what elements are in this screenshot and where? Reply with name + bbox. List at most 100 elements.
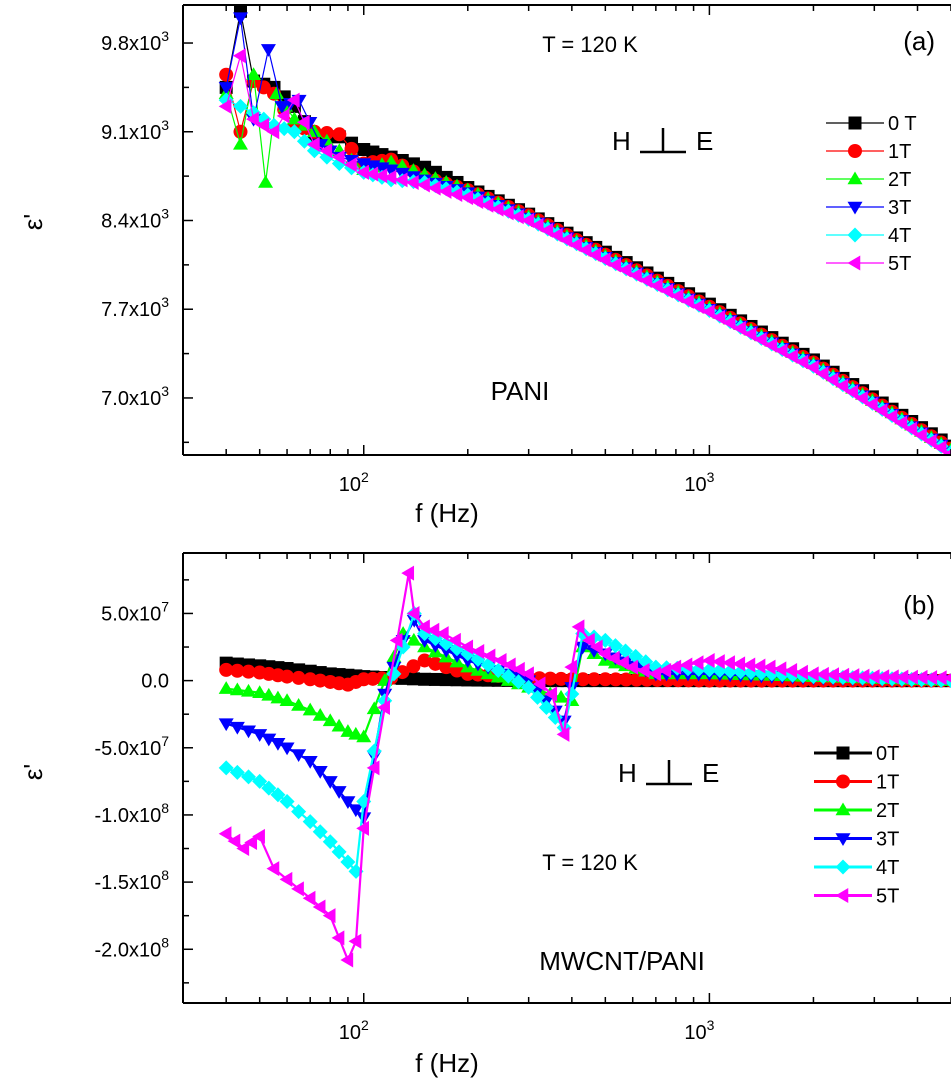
- data-point-2-12: [340, 724, 356, 737]
- data-point-5-42: [660, 283, 674, 299]
- data-point-5-69: [914, 669, 928, 685]
- data-point-5-50: [743, 326, 757, 342]
- legend-label: 4T: [876, 857, 899, 879]
- legend-entry-1: 1T: [826, 141, 911, 163]
- data-point-3-9: [312, 766, 328, 779]
- data-point-5-25: [471, 644, 485, 660]
- data-point-5-35: [571, 619, 585, 635]
- data-point-5-14: [374, 168, 388, 184]
- data-point-5-10: [322, 908, 336, 924]
- data-point-5-59: [835, 378, 849, 394]
- y-axis-title: ε': [18, 764, 48, 781]
- legend-entry-5: 5T: [814, 886, 899, 908]
- data-point-4-28: [500, 668, 516, 684]
- data-point-4-39: [607, 638, 623, 654]
- data-point-5-26: [482, 648, 496, 664]
- data-point-3-7: [291, 749, 307, 762]
- data-point-5-23: [470, 193, 484, 209]
- legend-marker: [835, 802, 851, 816]
- data-point-4-12: [340, 854, 356, 870]
- y-tick-label-exp: 3: [161, 28, 169, 44]
- data-point-1-2: [241, 664, 256, 679]
- data-point-4-1: [232, 98, 248, 114]
- data-point-5-44: [658, 663, 672, 679]
- legend-marker: [835, 859, 851, 875]
- series-5: [218, 565, 951, 968]
- data-point-1-10: [332, 127, 347, 142]
- y-tick-label-exp: 8: [161, 934, 169, 950]
- legend-label: 5T: [876, 886, 899, 908]
- data-point-5-45: [668, 659, 682, 675]
- data-point-5-51: [732, 656, 746, 672]
- data-point-3-1: [229, 721, 245, 735]
- legend-marker: [847, 227, 863, 243]
- data-point-5-38: [597, 646, 611, 662]
- data-point-5-51: [753, 332, 767, 348]
- data-point-5-13: [348, 933, 362, 949]
- data-point-1-7: [291, 670, 306, 685]
- y-tick-label-exp: 7: [161, 733, 169, 749]
- data-point-3-0: [218, 82, 234, 95]
- data-point-5-10: [331, 149, 345, 165]
- data-point-3-13: [348, 804, 364, 818]
- panel-a: 102 1037.0x1037.7x1038.4x1039.1x1039.8x10…: [18, 4, 951, 528]
- y-tick-label-base: 7.7x10: [101, 299, 161, 321]
- data-point-5-15: [366, 760, 380, 776]
- data-point-3-5: [270, 738, 286, 751]
- data-point-2-9: [312, 708, 328, 721]
- data-point-5-33: [556, 726, 570, 742]
- data-point-2-13: [348, 726, 364, 740]
- data-point-5-6: [286, 92, 300, 108]
- data-point-4-40: [618, 643, 634, 659]
- y-tick-label: -1.5x108: [94, 867, 169, 894]
- x-tick-label: 103: [684, 469, 714, 496]
- data-point-5-3: [256, 117, 270, 133]
- data-point-2-4: [261, 687, 277, 701]
- data-point-5-65: [876, 669, 890, 685]
- data-point-5-16: [377, 699, 390, 715]
- y-tick-label: 9.1x103: [101, 117, 169, 144]
- sample-label: MWCNT/PANI: [539, 946, 705, 976]
- data-point-5-54: [762, 659, 776, 675]
- data-point-5-68: [905, 669, 918, 685]
- data-point-5-17: [405, 174, 419, 190]
- data-point-5-25: [490, 201, 504, 217]
- data-point-3-1: [232, 12, 248, 26]
- data-point-2-3: [258, 174, 274, 188]
- data-point-5-1: [227, 833, 241, 849]
- series-1: [219, 67, 951, 455]
- y-tick-label-base: -5.0x10: [94, 738, 161, 760]
- sample-label: PANI: [491, 376, 550, 406]
- data-point-4-29: [511, 674, 527, 690]
- legend-entry-4: 4T: [814, 857, 899, 879]
- data-point-5-44: [681, 293, 694, 309]
- data-point-5-22: [435, 626, 449, 642]
- data-point-3-4: [274, 101, 290, 114]
- data-point-5-40: [616, 655, 629, 671]
- data-point-5-64: [884, 409, 898, 425]
- data-point-3-8: [302, 755, 318, 769]
- x-tick-label-exp: 2: [361, 1017, 369, 1033]
- data-point-4-32: [538, 699, 554, 715]
- data-point-5-65: [894, 415, 908, 431]
- data-point-2-2: [246, 67, 262, 80]
- data-point-2-4: [269, 86, 285, 99]
- data-point-4-6: [279, 794, 295, 810]
- data-point-5-49: [733, 320, 746, 336]
- data-point-5-33: [569, 237, 582, 253]
- legend-entry-3: 3T: [826, 197, 911, 219]
- legend-label: 0 T: [888, 113, 917, 135]
- data-point-5-40: [639, 273, 653, 289]
- data-point-1-37: [598, 672, 613, 687]
- data-point-1-32: [543, 671, 558, 686]
- y-tick-label: -2.0x108: [94, 934, 169, 961]
- data-point-2-6: [279, 693, 295, 707]
- y-tick-label-exp: 8: [161, 800, 169, 816]
- data-point-5-70: [943, 449, 951, 455]
- legend-marker: [847, 255, 861, 271]
- data-point-5-21: [426, 622, 440, 638]
- y-tick-label-base: 5.0x10: [101, 603, 161, 625]
- data-point-5-49: [712, 654, 725, 670]
- data-point-0-20: [418, 672, 432, 686]
- data-point-5-58: [825, 372, 839, 388]
